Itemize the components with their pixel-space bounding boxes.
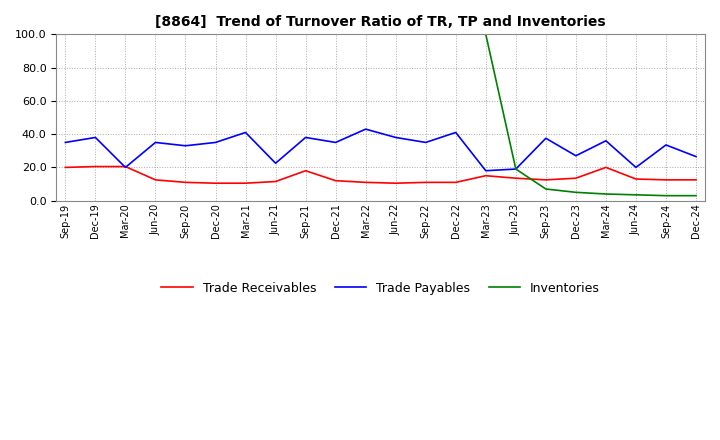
Inventories (602, 191, 611, 197)
Trade Payables (482, 168, 490, 173)
Trade Receivables (602, 165, 611, 170)
Trade Receivables (301, 168, 310, 173)
Trade Payables (631, 165, 640, 170)
Trade Payables (421, 140, 430, 145)
Trade Receivables (631, 176, 640, 182)
Trade Receivables (121, 164, 130, 169)
Trade Payables (392, 135, 400, 140)
Inventories (631, 192, 640, 198)
Trade Payables (121, 165, 130, 170)
Trade Payables (181, 143, 190, 148)
Trade Receivables (541, 177, 550, 183)
Trade Receivables (361, 180, 370, 185)
Trade Receivables (572, 176, 580, 181)
Inventories (541, 187, 550, 192)
Line: Inventories: Inventories (486, 34, 696, 196)
Trade Payables (91, 135, 99, 140)
Title: [8864]  Trend of Turnover Ratio of TR, TP and Inventories: [8864] Trend of Turnover Ratio of TR, TP… (156, 15, 606, 29)
Trade Payables (331, 140, 340, 145)
Inventories (662, 193, 670, 198)
Trade Receivables (331, 178, 340, 183)
Trade Payables (61, 140, 70, 145)
Trade Receivables (61, 165, 70, 170)
Trade Receivables (421, 180, 430, 185)
Trade Payables (361, 126, 370, 132)
Inventories (572, 190, 580, 195)
Inventories (511, 166, 520, 172)
Trade Receivables (662, 177, 670, 183)
Inventories (482, 32, 490, 37)
Trade Receivables (241, 180, 250, 186)
Trade Receivables (692, 177, 701, 183)
Line: Trade Receivables: Trade Receivables (66, 167, 696, 183)
Trade Payables (151, 140, 160, 145)
Trade Payables (511, 166, 520, 172)
Trade Receivables (151, 177, 160, 183)
Trade Receivables (181, 180, 190, 185)
Trade Payables (301, 135, 310, 140)
Trade Payables (451, 130, 460, 135)
Trade Payables (271, 161, 280, 166)
Trade Receivables (451, 180, 460, 185)
Trade Receivables (271, 179, 280, 184)
Trade Receivables (211, 180, 220, 186)
Trade Payables (241, 130, 250, 135)
Trade Receivables (482, 173, 490, 178)
Trade Receivables (511, 176, 520, 181)
Legend: Trade Receivables, Trade Payables, Inventories: Trade Receivables, Trade Payables, Inven… (156, 277, 605, 300)
Trade Payables (572, 153, 580, 158)
Line: Trade Payables: Trade Payables (66, 129, 696, 171)
Trade Payables (541, 136, 550, 141)
Trade Receivables (392, 180, 400, 186)
Inventories (692, 193, 701, 198)
Trade Payables (211, 140, 220, 145)
Trade Payables (602, 138, 611, 143)
Trade Payables (662, 142, 670, 147)
Trade Payables (692, 154, 701, 159)
Trade Receivables (91, 164, 99, 169)
